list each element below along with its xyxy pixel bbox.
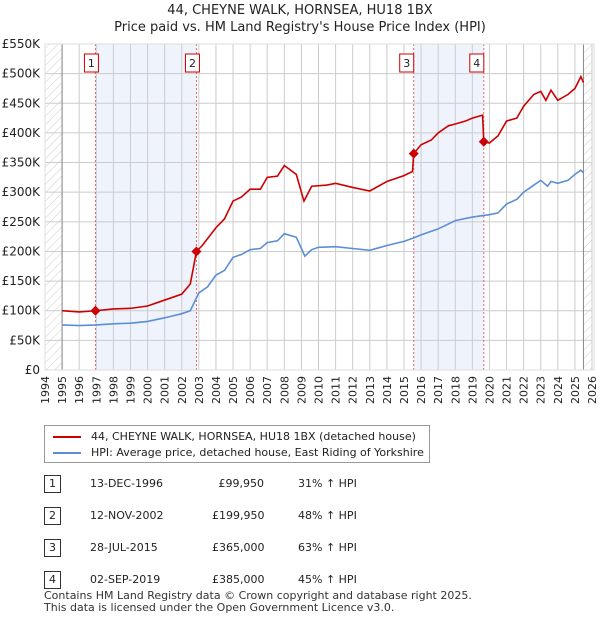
hatched-region [583, 44, 592, 370]
legend-label: 44, CHEYNE WALK, HORNSEA, HU18 1BX (deta… [91, 430, 416, 443]
x-tick-label: 2014 [381, 376, 394, 404]
x-tick-label: 2002 [176, 376, 189, 404]
legend-label: HPI: Average price, detached house, East… [91, 446, 424, 459]
legend-item-property: 44, CHEYNE WALK, HORNSEA, HU18 1BX (deta… [53, 430, 416, 443]
sale-point [90, 305, 101, 316]
sale-hpi-diff: 31% ↑ HPI [298, 477, 357, 490]
x-tick-label: 2018 [449, 376, 462, 404]
x-tick-label: 2021 [501, 376, 514, 404]
sale-number-badge: 2 [44, 507, 61, 525]
x-tick-label: 1994 [39, 376, 52, 404]
sale-number-badge: 4 [44, 571, 61, 589]
sale-date: 28-JUL-2015 [90, 541, 158, 554]
sale-point [191, 246, 202, 257]
legend-item-hpi: HPI: Average price, detached house, East… [53, 446, 424, 459]
y-tick-label: £500K [2, 67, 42, 81]
x-tick-label: 2013 [364, 376, 377, 404]
x-tick-label: 1995 [56, 376, 69, 404]
y-tick-label: £200K [2, 244, 42, 258]
chart-subtitle: Price paid vs. HM Land Registry's House … [114, 20, 486, 35]
sale-row: 1 13-DEC-1996 £99,950 31% ↑ HPI [44, 475, 444, 495]
sale-row: 4 02-SEP-2019 £385,000 45% ↑ HPI [44, 571, 444, 591]
sale-label: 4 [473, 57, 480, 70]
sale-date: 12-NOV-2002 [90, 509, 164, 522]
x-tick-label: 2017 [432, 376, 445, 404]
x-tick-label: 2025 [569, 376, 582, 404]
sale-price: £199,950 [212, 509, 265, 522]
x-tick-label: 2006 [244, 376, 257, 404]
sale-row: 3 28-JUL-2015 £365,000 63% ↑ HPI [44, 539, 444, 559]
x-tick-label: 2023 [535, 376, 548, 404]
x-tick-label: 2005 [227, 376, 240, 404]
sale-hpi-diff: 45% ↑ HPI [298, 573, 357, 586]
sale-number-badge: 3 [44, 539, 61, 557]
x-tick-label: 2008 [278, 376, 291, 404]
sale-period-shade [95, 44, 197, 370]
x-tick-label: 2000 [142, 376, 155, 404]
sale-point [408, 148, 419, 159]
x-tick-label: 2024 [552, 376, 565, 404]
sale-hpi-diff: 48% ↑ HPI [298, 509, 357, 522]
sale-label-box [184, 53, 200, 73]
y-tick-label: £400K [2, 126, 42, 140]
x-tick-label: 1996 [73, 376, 86, 404]
sale-price: £99,950 [218, 477, 265, 490]
x-tick-label: 2019 [466, 376, 479, 404]
x-tick-label: 2022 [518, 376, 531, 404]
x-tick-label: 2012 [347, 376, 360, 404]
series-line [62, 169, 584, 327]
y-tick-label: £300K [2, 185, 42, 199]
y-tick-label: £250K [2, 215, 42, 229]
x-tick-label: 2003 [193, 376, 206, 404]
x-tick-label: 2010 [313, 376, 326, 404]
sale-price: £365,000 [212, 541, 265, 554]
sale-label-box [469, 53, 485, 73]
sale-number-badge: 1 [44, 475, 61, 493]
sale-label: 3 [403, 57, 410, 70]
footer-line: This data is licensed under the Open Gov… [44, 601, 395, 614]
sale-label-box [399, 53, 415, 73]
x-tick-label: 2026 [586, 376, 599, 404]
y-tick-label: £550K [2, 37, 42, 51]
x-tick-label: 2004 [210, 376, 223, 404]
x-tick-label: 2016 [415, 376, 428, 404]
y-tick-label: £50K [9, 333, 41, 347]
sale-label-box [83, 53, 99, 73]
x-tick-label: 2001 [159, 376, 172, 404]
sale-price: £385,000 [212, 573, 265, 586]
chart-title: 44, CHEYNE WALK, HORNSEA, HU18 1BX [167, 3, 433, 18]
x-tick-label: 2009 [295, 376, 308, 404]
x-tick-label: 1997 [90, 376, 103, 404]
x-tick-label: 1998 [107, 376, 120, 404]
plot-border [44, 43, 595, 371]
price-chart: 1994 1995 1996 1997 1998 1999 2000 2001 2002 2003… [2, 37, 599, 404]
legend: 44, CHEYNE WALK, HORNSEA, HU18 1BX (deta… [44, 425, 430, 463]
y-tick-label: £450K [2, 96, 42, 110]
blue-line-swatch [53, 451, 81, 454]
y-tick-label: £350K [2, 156, 42, 170]
sale-row: 2 12-NOV-2002 £199,950 48% ↑ HPI [44, 507, 444, 527]
x-tick-label: 1999 [124, 376, 137, 404]
footer: Contains HM Land Registry data © Crown c… [44, 590, 472, 614]
x-tick-label: 2020 [483, 376, 496, 404]
sale-hpi-diff: 63% ↑ HPI [298, 541, 357, 554]
sale-date: 13-DEC-1996 [90, 477, 164, 490]
sale-label: 2 [189, 57, 196, 70]
y-tick-label: £0 [25, 363, 40, 377]
sale-point [478, 136, 489, 147]
y-tick-label: £150K [2, 274, 42, 288]
sale-period-shade [413, 44, 484, 370]
hatched-region [45, 44, 63, 370]
sale-date: 02-SEP-2019 [90, 573, 161, 586]
x-tick-label: 2011 [330, 376, 343, 404]
sale-label: 1 [88, 57, 95, 70]
x-tick-label: 2015 [398, 376, 411, 404]
footer-line: Contains HM Land Registry data © Crown c… [44, 589, 472, 602]
red-line-swatch [53, 435, 81, 438]
y-tick-label: £100K [2, 304, 42, 318]
x-tick-label: 2007 [261, 376, 274, 404]
